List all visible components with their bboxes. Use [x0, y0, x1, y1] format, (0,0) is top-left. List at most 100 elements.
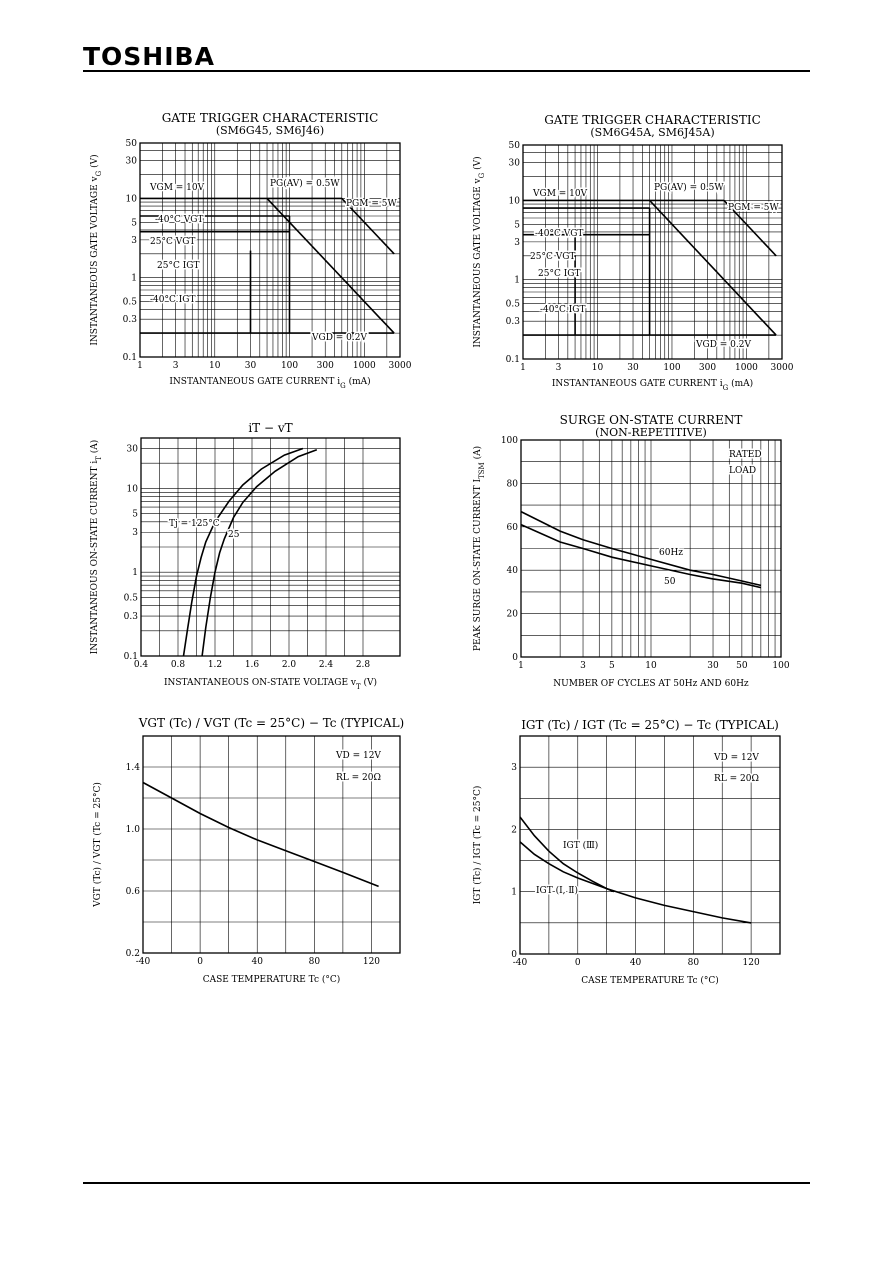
series-line — [520, 510, 762, 587]
plot-frame — [140, 437, 401, 657]
x-tick-label: 10 — [209, 361, 221, 371]
x-tick-label: 100 — [772, 661, 789, 671]
grid — [141, 438, 400, 656]
y-tick-label: 20 — [507, 610, 519, 620]
grid — [140, 143, 400, 357]
x-tick-label: 1000 — [735, 363, 758, 373]
y-tick-label: 2 — [511, 825, 517, 835]
y-tick-label: 50 — [509, 141, 521, 151]
x-axis-label: CASE TEMPERATURE Tc (°C) — [581, 975, 719, 986]
x-tick-label: 0.4 — [134, 660, 149, 670]
y-tick-label: 1.0 — [126, 825, 141, 835]
chart-5: -40 0 40 80 120 0.2 0.6 1.0 1.4 VGT (Tc) / VGT (T… — [92, 716, 404, 985]
chart-4: 1 3 5 10 30 50 100 0 20 40 60 80 100 SURGE ON-STATE C… — [472, 413, 790, 689]
y-axis-label: INSTANTANEOUS ON-STATE CURRENT iT (A) — [89, 440, 103, 655]
x-tick-label: 1 — [137, 361, 143, 371]
x-tick-label: 0 — [197, 957, 203, 967]
annotation-label: PG(AV) = 0.5W — [270, 178, 340, 189]
x-tick-label: 3 — [580, 661, 586, 671]
x-tick-label: 5 — [609, 661, 615, 671]
annotation-label: 50 — [664, 577, 676, 587]
annotation-label: -40°C VGT — [535, 229, 583, 239]
x-tick-label: 40 — [630, 958, 642, 968]
series-line — [142, 781, 379, 888]
x-tick-label: 40 — [251, 957, 263, 967]
x-axis-label: NUMBER OF CYCLES AT 50Hz AND 60Hz — [553, 679, 749, 689]
y-tick-label: 0.5 — [124, 593, 139, 603]
x-tick-label: 2.4 — [319, 660, 334, 670]
y-axis-label: VGT (Tc) / VGT (Tc = 25°C) — [92, 782, 103, 908]
annotation-label: PG(AV) = 0.5W — [654, 182, 724, 193]
chart-title: iT − vT — [248, 421, 292, 435]
chart-subtitle: (NON-REPETITIVE) — [595, 426, 707, 439]
y-tick-label: 0.5 — [123, 298, 138, 308]
y-tick-label: 30 — [509, 159, 521, 169]
chart-1: 1 3 10 30 100 300 1000 3000 0.1 0.3 0.5 1 3 5 10 30 50 GA… — [89, 111, 412, 390]
y-tick-label: 0 — [512, 653, 518, 663]
x-axis-label: INSTANTANEOUS ON-STATE VOLTAGE vT (V) — [164, 677, 377, 691]
chart-title: SURGE ON-STATE CURRENT — [560, 413, 743, 427]
y-tick-label: 3 — [511, 763, 517, 773]
annotation-label: VGM = 10V — [532, 189, 588, 199]
series-line — [519, 841, 752, 924]
series-line — [182, 447, 304, 657]
x-tick-label: 80 — [309, 957, 321, 967]
x-tick-label: 1.6 — [245, 660, 260, 670]
y-axis-label: PEAK SURGE ON-STATE CURRENT ITSM (A) — [472, 446, 486, 651]
chart-subtitle: (SM6G45A, SM6J45A) — [590, 126, 714, 139]
y-tick-label: 0.5 — [506, 300, 521, 310]
brand-logo: TOSHIBA — [83, 42, 215, 71]
y-tick-label: 0.2 — [126, 949, 140, 959]
annotation-label: RATED — [729, 450, 762, 460]
annotation-label: RL = 20Ω — [336, 773, 381, 783]
annotation-label: LOAD — [729, 466, 756, 476]
y-tick-label: 10 — [126, 194, 138, 204]
x-tick-label: 80 — [688, 958, 700, 968]
annotation-label: -40°C IGT — [540, 305, 586, 315]
chart-title: GATE TRIGGER CHARACTERISTIC — [162, 111, 379, 125]
y-tick-label: 1 — [131, 274, 137, 284]
x-tick-label: 3 — [173, 361, 179, 371]
y-tick-label: 0.1 — [124, 652, 138, 662]
y-tick-label: 0.1 — [506, 355, 520, 365]
annotation-label: PGM = 5W — [728, 203, 779, 213]
x-tick-label: 30 — [245, 361, 257, 371]
y-tick-label: 3 — [131, 236, 137, 246]
chart-title: VGT (Tc) / VGT (Tc = 25°C) − Tc (TYPICAL… — [138, 716, 404, 730]
x-tick-label: 3000 — [771, 363, 794, 373]
series-line — [723, 199, 777, 257]
y-axis-label: INSTANTANEOUS GATE VOLTAGE vG (V) — [472, 156, 486, 347]
y-tick-label: 80 — [507, 479, 519, 489]
grid — [521, 440, 781, 657]
y-tick-label: 10 — [127, 484, 139, 494]
grid — [143, 736, 400, 953]
y-tick-label: 1 — [514, 276, 520, 286]
annotation-label: VGM = 10V — [149, 183, 205, 193]
x-axis-label: INSTANTANEOUS GATE CURRENT iG (mA) — [552, 378, 753, 392]
annotation-label: 25 — [228, 530, 240, 540]
y-tick-label: 5 — [514, 220, 520, 230]
plot-frame — [139, 142, 401, 358]
x-tick-label: 30 — [707, 661, 719, 671]
plot-frame — [142, 735, 401, 954]
y-tick-label: 3 — [514, 238, 520, 248]
y-tick-label: 0.3 — [506, 317, 521, 327]
annotation-label: 60Hz — [659, 548, 683, 558]
annotation-label: PGM = 5W — [346, 199, 397, 209]
series-line — [266, 197, 395, 334]
annotation-label: 25°C IGT — [538, 269, 580, 279]
x-tick-label: 50 — [736, 661, 748, 671]
x-tick-label: 1 — [520, 363, 526, 373]
chart-title: IGT (Tc) / IGT (Tc = 25°C) − Tc (TYPICAL… — [521, 718, 779, 732]
x-tick-label: 300 — [699, 363, 716, 373]
x-tick-label: 0.8 — [171, 660, 186, 670]
annotation-label: VGD = 0.2V — [695, 340, 751, 350]
y-tick-label: 0.3 — [124, 612, 139, 622]
y-tick-label: 1 — [511, 888, 517, 898]
y-tick-label: 1 — [132, 568, 138, 578]
x-tick-label: -40 — [513, 958, 528, 968]
y-tick-label: 5 — [131, 218, 137, 228]
x-tick-label: 120 — [363, 957, 380, 967]
annotation-label: -40°C VGT — [155, 215, 203, 225]
